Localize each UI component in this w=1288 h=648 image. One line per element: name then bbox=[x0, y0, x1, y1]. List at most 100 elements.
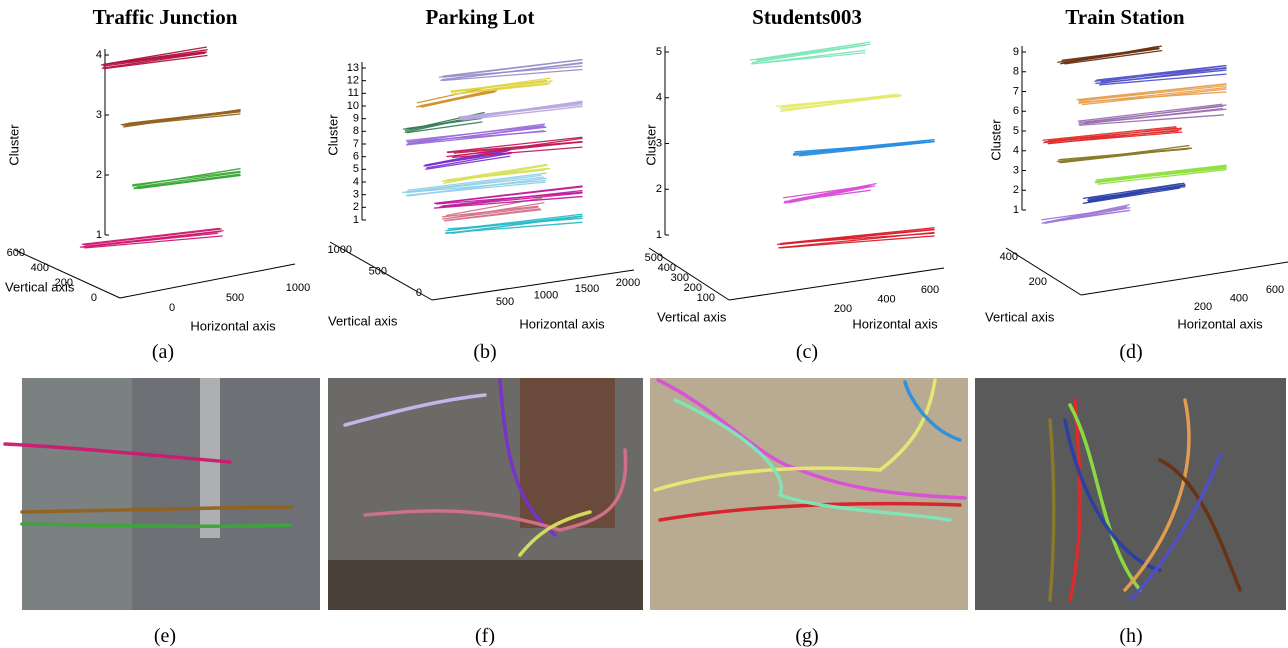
vertical-tick-label: 0 bbox=[91, 292, 97, 304]
panel-title: Parking Lot bbox=[425, 5, 534, 29]
trajectory bbox=[1096, 167, 1226, 183]
trajectory bbox=[1045, 208, 1130, 223]
vertical-label: Vertical axis bbox=[5, 279, 75, 294]
cluster-tick-label: 8 bbox=[1013, 66, 1019, 78]
figure: Traffic Junction1234020040060005001000Cl… bbox=[0, 0, 1288, 648]
caption: (h) bbox=[1119, 625, 1142, 647]
horizontal-tick-label: 500 bbox=[226, 292, 244, 304]
trajectory bbox=[1045, 205, 1130, 223]
trajectory bbox=[1097, 65, 1226, 80]
cluster-tick-label: 3 bbox=[1013, 164, 1019, 176]
horizontal-tick-label: 400 bbox=[1230, 292, 1248, 304]
vertical-tick-label: 400 bbox=[31, 262, 49, 274]
trajectory bbox=[1057, 149, 1186, 162]
trajectory bbox=[800, 142, 934, 156]
horizontal-tick-label: 200 bbox=[834, 303, 852, 315]
vertical-tick-label: 400 bbox=[1000, 251, 1018, 263]
cluster-tick-label: 3 bbox=[96, 109, 102, 121]
cluster-tick-label: 4 bbox=[353, 176, 359, 188]
vertical-label: Vertical axis bbox=[985, 309, 1055, 324]
building bbox=[520, 378, 615, 528]
cluster-tick-label: 6 bbox=[353, 151, 359, 163]
caption: (g) bbox=[795, 625, 818, 647]
cluster-tick-label: 5 bbox=[656, 46, 662, 58]
cluster-tick-label: 6 bbox=[1013, 105, 1019, 117]
vertical-tick-label: 500 bbox=[369, 265, 387, 277]
panel: Students00312345100200300400500200400600… bbox=[643, 5, 944, 363]
panel-title: Students003 bbox=[752, 5, 862, 29]
trajectory bbox=[134, 174, 240, 188]
trajectory bbox=[125, 111, 240, 124]
caption: (f) bbox=[475, 625, 495, 647]
horizontal-label: Horizontal axis bbox=[519, 316, 605, 331]
cluster-label: Cluster bbox=[6, 124, 21, 166]
panel: Train Station123456789200400200400600Clu… bbox=[985, 5, 1288, 363]
cluster-tick-label: 1 bbox=[353, 214, 359, 226]
trajectory bbox=[1078, 104, 1221, 121]
horizontal-axis bbox=[1081, 262, 1288, 295]
cluster-tick-label: 2 bbox=[96, 169, 102, 181]
caption: (c) bbox=[796, 341, 818, 363]
trajectory bbox=[781, 96, 899, 109]
vertical-label: Vertical axis bbox=[657, 309, 727, 324]
panel-title: Traffic Junction bbox=[93, 5, 238, 29]
vertical-tick-label: 600 bbox=[7, 247, 25, 259]
photo-e-area bbox=[22, 378, 132, 610]
horizontal-tick-label: 1500 bbox=[575, 283, 599, 295]
panel: Traffic Junction1234020040060005001000Cl… bbox=[5, 5, 310, 363]
vertical-label: Vertical axis bbox=[328, 313, 398, 328]
trajectory bbox=[1062, 48, 1159, 60]
cluster-label: Cluster bbox=[325, 114, 340, 156]
vertical-tick-label: 200 bbox=[1029, 276, 1047, 288]
cluster-tick-label: 9 bbox=[353, 113, 359, 125]
cluster-tick-label: 8 bbox=[353, 125, 359, 137]
horizontal-axis bbox=[120, 264, 295, 298]
horizontal-tick-label: 600 bbox=[921, 284, 939, 296]
horizontal-label: Horizontal axis bbox=[190, 318, 276, 333]
photos bbox=[5, 378, 1286, 610]
cluster-tick-label: 2 bbox=[353, 201, 359, 213]
cluster-tick-label: 7 bbox=[353, 138, 359, 150]
trajectory bbox=[1088, 185, 1184, 202]
cluster-tick-label: 2 bbox=[656, 183, 662, 195]
trajectory bbox=[1098, 170, 1226, 185]
ground bbox=[328, 560, 643, 610]
trajectory bbox=[447, 137, 582, 152]
vertical-tick-label: 1000 bbox=[328, 244, 352, 256]
cluster-tick-label: 5 bbox=[1013, 125, 1019, 137]
trajectory bbox=[1089, 187, 1185, 199]
cluster-tick-label: 9 bbox=[1013, 46, 1019, 58]
horizontal-axis bbox=[729, 268, 944, 300]
caption: (e) bbox=[154, 625, 176, 647]
horizontal-tick-label: 600 bbox=[1266, 284, 1284, 296]
trajectory bbox=[789, 186, 875, 203]
horizontal-tick-label: 500 bbox=[496, 296, 514, 308]
caption: (a) bbox=[152, 341, 174, 363]
panel-title: Train Station bbox=[1065, 5, 1185, 29]
trajectory bbox=[123, 112, 240, 125]
horizontal-tick-label: 2000 bbox=[616, 277, 640, 289]
trajectory bbox=[1065, 51, 1162, 64]
cluster-tick-label: 13 bbox=[347, 62, 359, 74]
horizontal-label: Horizontal axis bbox=[852, 316, 938, 331]
trajectory bbox=[1044, 128, 1177, 143]
horizontal-tick-label: 1000 bbox=[286, 282, 310, 294]
cluster-tick-label: 1 bbox=[96, 229, 102, 241]
trajectory bbox=[460, 102, 582, 120]
cluster-tick-label: 1 bbox=[656, 229, 662, 241]
caption: (b) bbox=[473, 341, 496, 363]
cluster-tick-label: 4 bbox=[656, 92, 662, 104]
cluster-tick-label: 7 bbox=[1013, 85, 1019, 97]
trajectory bbox=[1096, 70, 1226, 83]
cluster-tick-label: 4 bbox=[96, 49, 102, 61]
cluster-tick-label: 1 bbox=[1013, 204, 1019, 216]
vertical-tick-label: 500 bbox=[645, 252, 663, 264]
panel: Parking Lot12345678910111213050010005001… bbox=[325, 5, 640, 363]
trajectory bbox=[452, 216, 582, 233]
horizontal-label: Horizontal axis bbox=[1177, 316, 1263, 331]
horizontal-tick-label: 0 bbox=[169, 302, 175, 314]
cluster-tick-label: 2 bbox=[1013, 184, 1019, 196]
trajectory bbox=[137, 172, 240, 187]
cluster-label: Cluster bbox=[988, 119, 1003, 161]
horizontal-tick-label: 400 bbox=[877, 293, 895, 305]
